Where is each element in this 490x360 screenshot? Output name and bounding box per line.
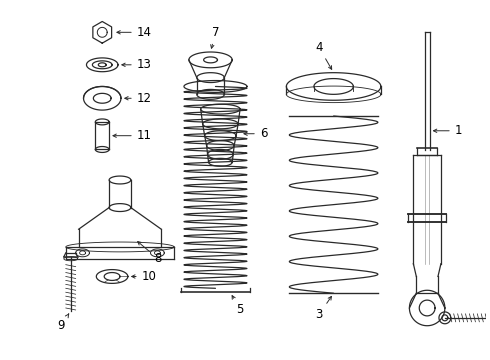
- Text: 11: 11: [113, 129, 152, 142]
- Text: 7: 7: [211, 26, 219, 48]
- Text: 2: 2: [0, 359, 1, 360]
- Text: 8: 8: [138, 242, 162, 265]
- Text: 13: 13: [122, 58, 151, 71]
- Text: 5: 5: [232, 296, 244, 316]
- Text: 6: 6: [244, 127, 267, 140]
- Text: 1: 1: [434, 124, 462, 137]
- Text: 4: 4: [315, 41, 332, 69]
- Text: 3: 3: [315, 296, 331, 321]
- Text: 12: 12: [125, 92, 152, 105]
- Text: 10: 10: [132, 270, 156, 283]
- Text: 9: 9: [57, 314, 69, 332]
- Text: 14: 14: [117, 26, 152, 39]
